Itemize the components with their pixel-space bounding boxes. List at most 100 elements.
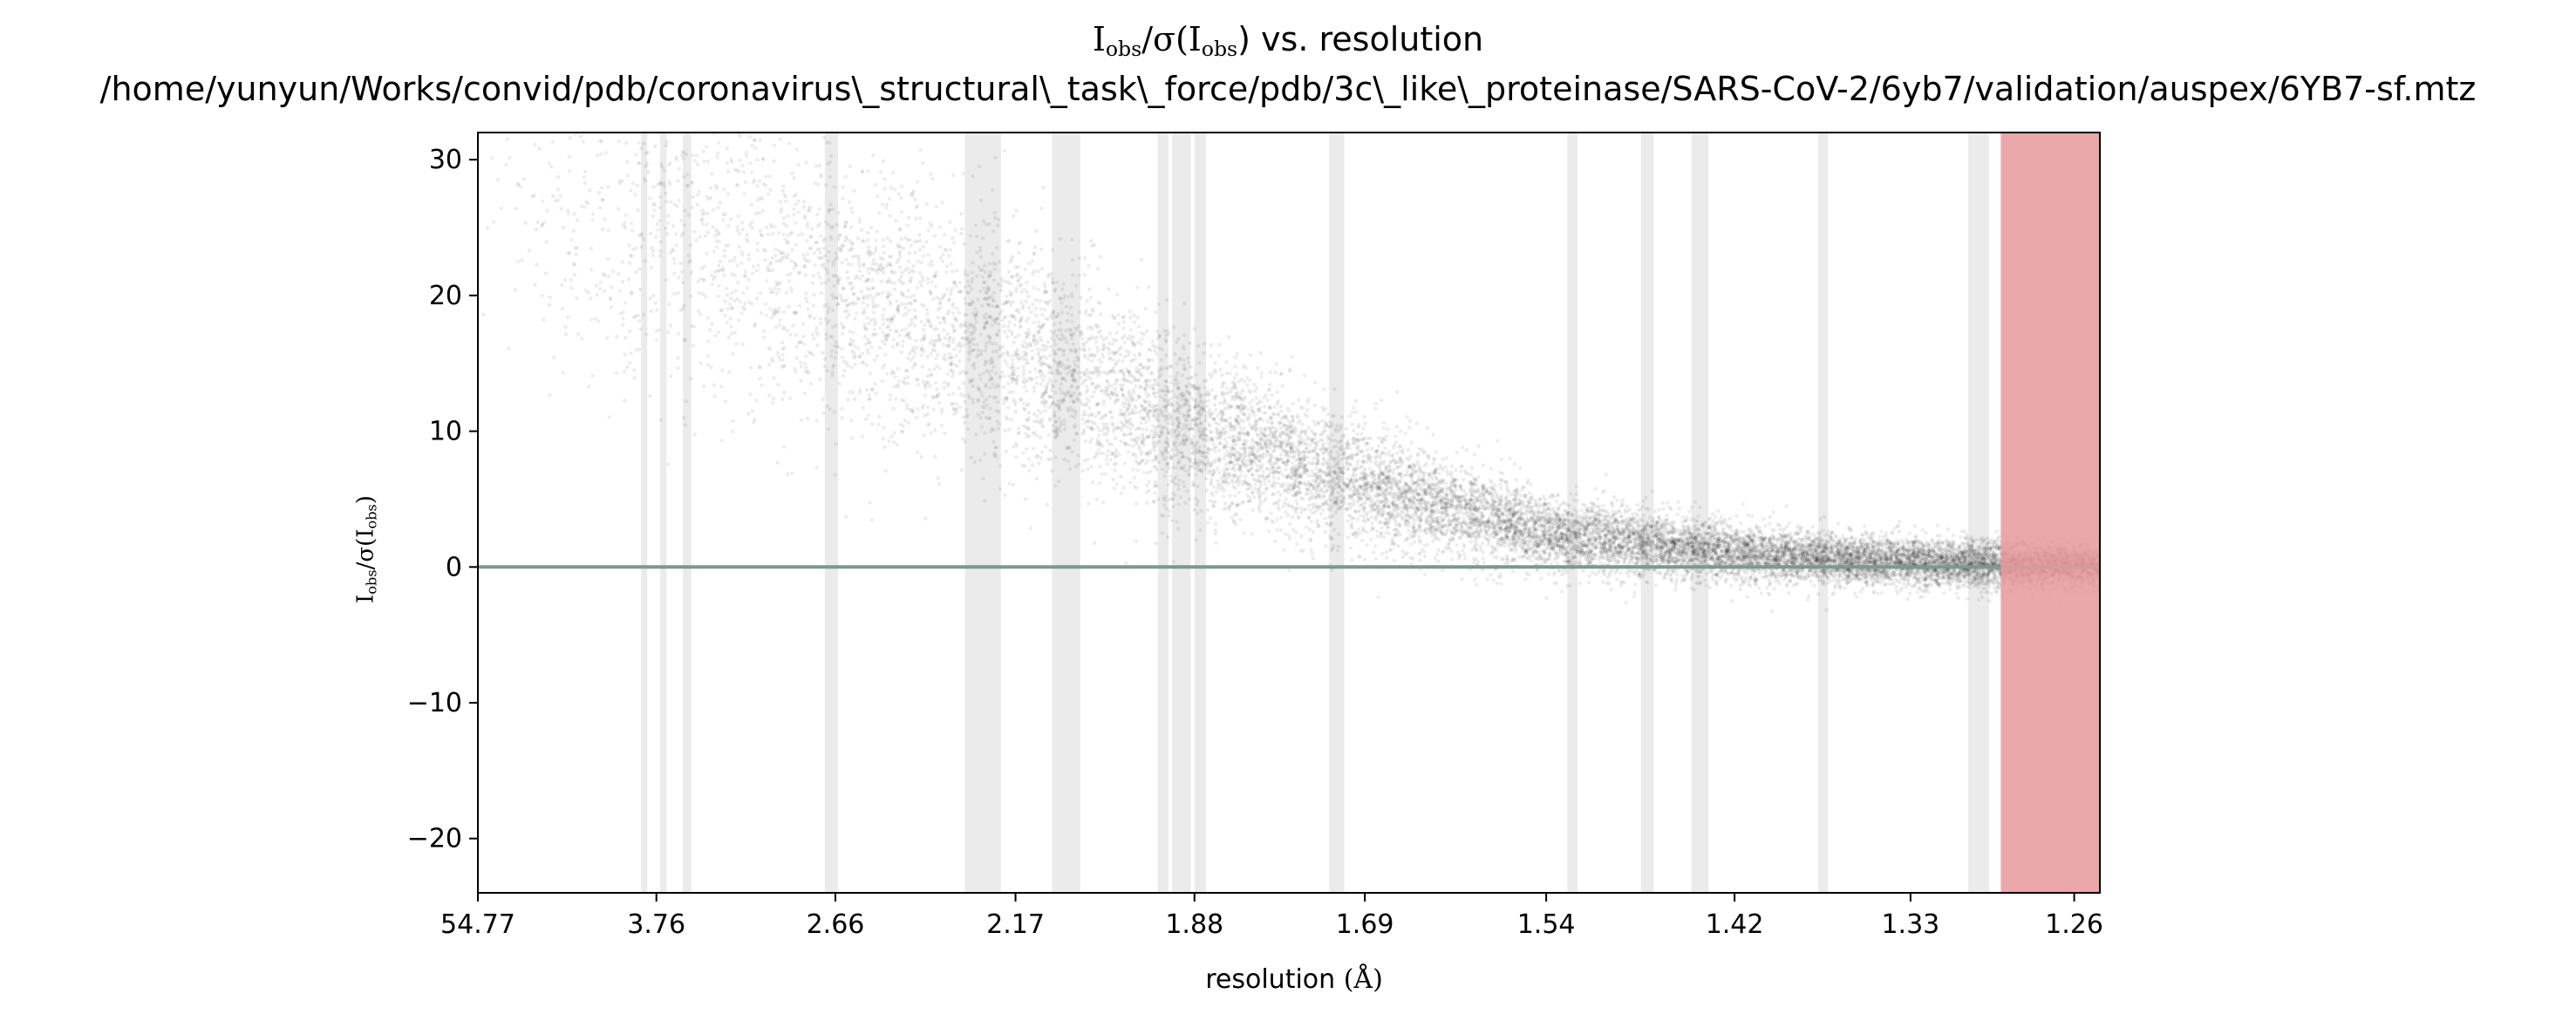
data-point <box>628 361 632 365</box>
data-point <box>624 336 628 340</box>
data-point <box>1319 512 1324 516</box>
data-point <box>970 270 974 275</box>
data-point <box>1132 313 1136 317</box>
data-point <box>845 269 849 275</box>
data-point <box>1381 436 1386 441</box>
data-point <box>1395 534 1400 538</box>
data-point <box>1818 558 1823 562</box>
data-point <box>1619 571 1623 575</box>
data-point <box>617 207 621 211</box>
data-point <box>1228 493 1232 498</box>
data-point <box>1290 355 1295 359</box>
data-point <box>1291 418 1296 422</box>
data-point <box>664 226 668 231</box>
data-point <box>1643 495 1648 500</box>
data-point <box>972 459 977 465</box>
data-point <box>698 235 702 239</box>
data-point <box>830 324 835 330</box>
data-point <box>735 263 739 268</box>
data-point <box>630 228 635 233</box>
data-point <box>581 140 585 144</box>
data-point <box>678 261 683 266</box>
data-point <box>1881 569 1885 575</box>
data-point <box>582 175 587 180</box>
data-point <box>1088 296 1094 300</box>
data-point <box>755 184 760 188</box>
ice-ring-bands <box>641 133 1989 893</box>
data-point <box>788 396 793 400</box>
data-point <box>1080 417 1085 422</box>
data-point <box>1209 343 1214 347</box>
data-point <box>1634 556 1639 561</box>
data-point <box>990 369 994 373</box>
data-point <box>903 418 908 423</box>
data-point <box>1798 525 1803 529</box>
data-point <box>880 202 884 207</box>
data-point <box>1227 335 1231 339</box>
data-point <box>1132 320 1137 324</box>
data-point <box>1751 542 1755 547</box>
data-point <box>599 152 603 156</box>
data-point <box>1659 525 1664 529</box>
data-point <box>1195 502 1199 507</box>
data-point <box>1105 389 1109 393</box>
data-point <box>920 160 925 166</box>
data-point <box>1269 519 1274 523</box>
data-point <box>1271 520 1276 525</box>
data-point <box>1315 518 1320 523</box>
data-point <box>1981 568 1986 573</box>
data-point <box>1938 534 1943 538</box>
data-point <box>1436 548 1441 552</box>
data-point <box>932 274 937 278</box>
data-point <box>1011 300 1015 304</box>
data-point <box>735 228 740 233</box>
data-point <box>1019 289 1024 295</box>
data-point <box>1857 548 1861 553</box>
data-point <box>1204 413 1209 418</box>
data-point <box>746 253 751 257</box>
data-point <box>857 391 862 395</box>
data-point <box>796 233 801 237</box>
data-point <box>934 295 939 300</box>
data-point <box>1001 401 1006 405</box>
data-point <box>1393 498 1397 502</box>
data-point <box>781 232 786 237</box>
data-point <box>1107 287 1112 291</box>
data-point <box>625 174 630 178</box>
data-point <box>916 180 920 184</box>
data-point <box>555 187 560 192</box>
data-point <box>1071 342 1076 346</box>
data-point <box>976 398 981 402</box>
data-point <box>1102 347 1107 351</box>
data-point <box>1131 467 1135 472</box>
data-point <box>892 287 897 291</box>
data-point <box>1462 477 1466 482</box>
data-point <box>1582 551 1586 555</box>
data-point <box>1296 398 1301 403</box>
data-point <box>1223 462 1229 467</box>
data-point <box>1637 559 1642 563</box>
data-point <box>1030 259 1035 263</box>
data-point <box>1227 435 1231 439</box>
data-point <box>773 224 777 228</box>
data-point <box>1364 513 1369 517</box>
data-point <box>630 181 636 186</box>
data-point <box>1164 469 1169 474</box>
data-point <box>1578 550 1583 555</box>
data-point <box>1693 500 1698 505</box>
data-point <box>792 213 796 217</box>
data-point <box>1531 533 1537 537</box>
data-point <box>1379 534 1383 539</box>
data-point <box>1116 425 1121 430</box>
data-point <box>1059 382 1064 386</box>
data-point <box>1741 550 1746 555</box>
data-point <box>930 176 935 181</box>
data-point <box>1854 573 1858 577</box>
data-point <box>1658 552 1663 557</box>
data-point <box>801 253 806 257</box>
data-point <box>955 364 960 369</box>
data-point <box>1530 534 1535 539</box>
data-point <box>1696 542 1701 547</box>
data-point <box>1079 296 1083 300</box>
data-point <box>1028 526 1033 530</box>
